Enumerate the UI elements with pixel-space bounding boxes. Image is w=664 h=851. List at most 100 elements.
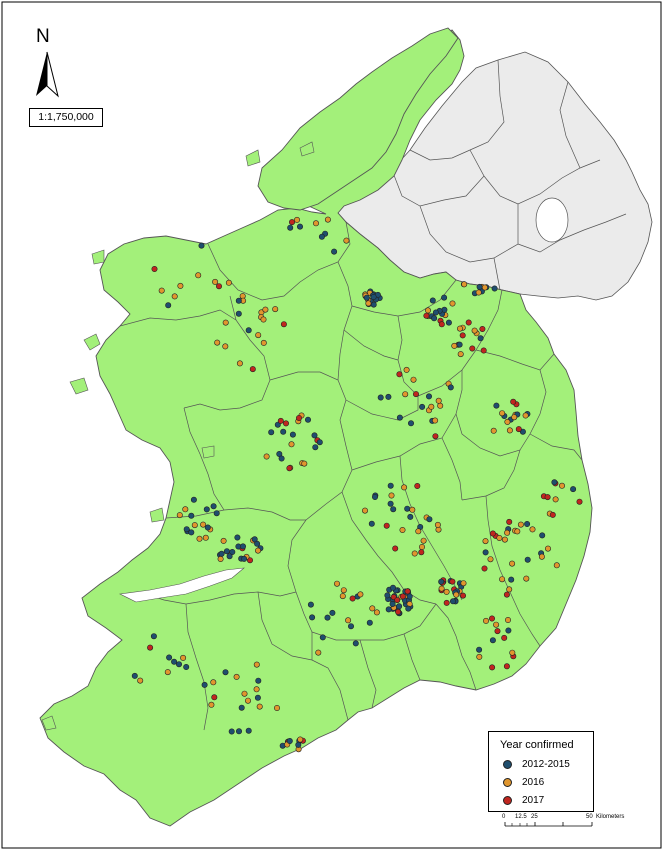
site-point-99 bbox=[451, 342, 458, 349]
site-point-95 bbox=[465, 319, 472, 326]
site-point-301 bbox=[245, 697, 252, 704]
site-point-314 bbox=[253, 661, 260, 668]
site-point-106 bbox=[504, 418, 511, 425]
site-point-216 bbox=[420, 537, 427, 544]
scale-label-50: 50 bbox=[586, 814, 593, 820]
site-point-159 bbox=[295, 414, 302, 421]
site-point-78 bbox=[445, 319, 452, 326]
site-point-197 bbox=[509, 560, 516, 567]
site-point-81 bbox=[429, 297, 436, 304]
site-point-17 bbox=[365, 300, 372, 307]
site-point-218 bbox=[401, 484, 408, 491]
north-label: N bbox=[36, 26, 50, 47]
site-point-113 bbox=[510, 398, 517, 405]
site-point-247 bbox=[214, 339, 221, 346]
site-point-207 bbox=[404, 505, 411, 512]
site-point-135 bbox=[255, 547, 262, 554]
site-point-284 bbox=[366, 619, 373, 626]
site-point-178 bbox=[517, 521, 524, 528]
site-point-16 bbox=[370, 293, 377, 300]
site-point-288 bbox=[340, 587, 347, 594]
site-point-257 bbox=[212, 278, 219, 285]
site-point-154 bbox=[282, 420, 289, 427]
site-point-168 bbox=[188, 512, 195, 519]
site-point-272 bbox=[419, 403, 426, 410]
site-point-294 bbox=[345, 617, 352, 624]
site-point-372 bbox=[482, 617, 489, 624]
site-point-340 bbox=[558, 482, 565, 489]
site-point-212 bbox=[407, 513, 414, 520]
site-point-250 bbox=[216, 283, 223, 290]
site-point-242 bbox=[262, 306, 269, 313]
site-point-334 bbox=[137, 677, 144, 684]
site-point-293 bbox=[307, 601, 314, 608]
site-point-259 bbox=[158, 287, 165, 294]
site-point-346 bbox=[331, 248, 338, 255]
site-point-235 bbox=[255, 332, 262, 339]
site-point-328 bbox=[176, 661, 183, 668]
site-point-315 bbox=[256, 703, 263, 710]
site-point-253 bbox=[195, 272, 202, 279]
site-point-234 bbox=[245, 327, 252, 334]
site-point-335 bbox=[150, 633, 157, 640]
site-point-177 bbox=[202, 534, 209, 541]
site-point-201 bbox=[499, 576, 506, 583]
legend-item-2017: 2017 bbox=[503, 793, 544, 807]
site-point-181 bbox=[482, 538, 489, 545]
county-boundaries bbox=[119, 221, 583, 731]
site-point-287 bbox=[324, 614, 331, 621]
site-point-65 bbox=[449, 598, 456, 605]
site-point-89 bbox=[424, 307, 431, 314]
site-point-228 bbox=[361, 507, 368, 514]
scale-unit: Kilometers bbox=[596, 814, 625, 820]
site-point-167 bbox=[182, 506, 189, 513]
site-point-203 bbox=[489, 530, 496, 537]
scale-ratio: 1:1,750,000 bbox=[29, 108, 103, 127]
site-point-351 bbox=[318, 233, 325, 240]
site-point-305 bbox=[241, 690, 248, 697]
site-point-220 bbox=[371, 493, 378, 500]
site-point-333 bbox=[183, 663, 190, 670]
site-point-84 bbox=[432, 309, 439, 316]
site-point-66 bbox=[459, 592, 466, 599]
coastal-islands bbox=[41, 141, 315, 731]
site-point-279 bbox=[396, 371, 403, 378]
site-point-209 bbox=[418, 543, 425, 550]
site-point-291 bbox=[319, 634, 326, 641]
site-point-325 bbox=[295, 741, 302, 748]
site-point-362 bbox=[461, 281, 468, 288]
site-point-300 bbox=[233, 673, 240, 680]
site-point-231 bbox=[434, 521, 441, 528]
data-points bbox=[131, 216, 583, 753]
site-point-252 bbox=[151, 265, 158, 272]
site-point-255 bbox=[177, 282, 184, 289]
site-point-47 bbox=[389, 584, 396, 591]
site-point-116 bbox=[506, 427, 513, 434]
site-point-324 bbox=[286, 737, 293, 744]
site-point-304 bbox=[222, 669, 229, 676]
site-point-96 bbox=[469, 345, 476, 352]
site-point-251 bbox=[225, 279, 232, 286]
site-point-111 bbox=[515, 426, 522, 433]
site-point-347 bbox=[296, 223, 303, 230]
site-point-240 bbox=[222, 319, 229, 326]
site-point-354 bbox=[324, 216, 331, 223]
site-point-136 bbox=[240, 543, 247, 550]
site-point-170 bbox=[210, 503, 217, 510]
site-point-153 bbox=[311, 432, 318, 439]
shannon-estuary bbox=[118, 567, 245, 603]
site-point-342 bbox=[549, 511, 556, 518]
site-point-225 bbox=[411, 550, 418, 557]
site-point-39 bbox=[394, 597, 401, 604]
site-point-292 bbox=[347, 623, 354, 630]
site-point-355 bbox=[287, 224, 294, 231]
site-point-42 bbox=[384, 592, 391, 599]
site-point-86 bbox=[423, 312, 430, 319]
site-point-236 bbox=[260, 339, 267, 346]
site-point-97 bbox=[480, 347, 487, 354]
site-point-273 bbox=[377, 394, 384, 401]
site-point-85 bbox=[449, 300, 456, 307]
site-point-361 bbox=[476, 283, 483, 290]
site-point-330 bbox=[147, 644, 154, 651]
site-point-101 bbox=[456, 341, 463, 348]
